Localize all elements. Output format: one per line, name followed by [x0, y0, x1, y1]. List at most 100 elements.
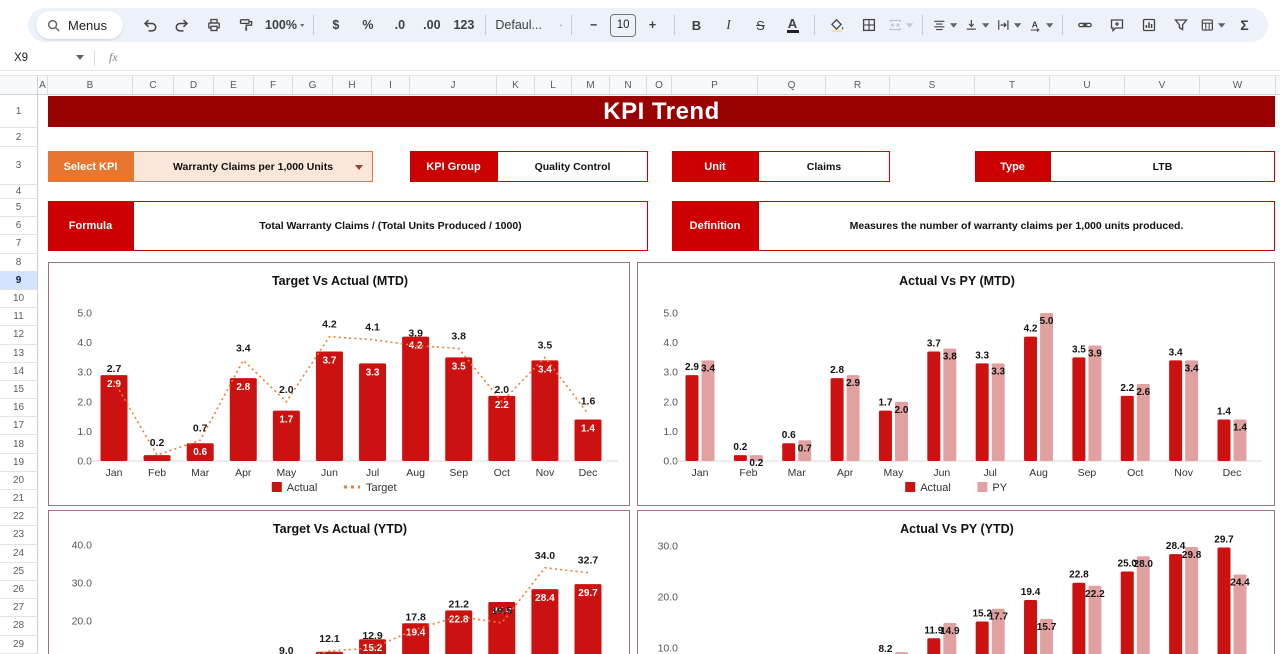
column-header-I[interactable]: I [372, 76, 410, 94]
row-header-27[interactable]: 27 [0, 599, 38, 618]
row-header-4[interactable]: 4 [0, 185, 38, 199]
column-header-Q[interactable]: Q [758, 76, 826, 94]
svg-text:40.0: 40.0 [72, 540, 93, 552]
undo-button[interactable] [134, 12, 165, 38]
decrease-decimal-button[interactable]: .0 [394, 18, 406, 32]
insert-chart-button[interactable] [1133, 12, 1164, 38]
chart-actual-vs-py-ytd[interactable]: Actual Vs PY (YTD)0.010.020.030.02.93.43… [637, 510, 1275, 654]
text-color-button[interactable]: A [777, 12, 808, 38]
row-header-12[interactable]: 12 [0, 326, 38, 345]
row-header-28[interactable]: 28 [0, 617, 38, 636]
row-header-20[interactable]: 20 [0, 471, 38, 490]
select-all-corner[interactable] [0, 76, 38, 94]
chart-actual-vs-py-mtd[interactable]: Actual Vs PY (MTD) 0.0 1.0 2.0 3.0 4.0 5.0 2.9 3… [637, 262, 1275, 506]
row-header-21[interactable]: 21 [0, 490, 38, 509]
column-header-A[interactable]: A [38, 76, 48, 94]
row-header-13[interactable]: 13 [0, 344, 38, 363]
increase-decimal-button[interactable]: .00 [423, 18, 441, 32]
print-button[interactable] [198, 12, 229, 38]
kpi-group-value[interactable]: Quality Control [497, 151, 648, 182]
row-header-7[interactable]: 7 [0, 235, 38, 254]
column-header-O[interactable]: O [647, 76, 672, 94]
menus-button[interactable]: Menus [36, 11, 124, 39]
bold-button[interactable]: B [691, 17, 702, 33]
definition-value[interactable]: Measures the number of warranty claims p… [758, 201, 1275, 251]
name-box[interactable]: X9 [14, 51, 29, 64]
format-percent-button[interactable]: % [362, 18, 374, 32]
fill-color-button[interactable] [821, 12, 852, 38]
row-header-24[interactable]: 24 [0, 544, 38, 563]
strikethrough-button[interactable]: S [756, 17, 765, 33]
unit-value[interactable]: Claims [758, 151, 890, 182]
kpi-select-dropdown[interactable]: Warranty Claims per 1,000 Units [133, 151, 373, 182]
table-button[interactable] [1197, 12, 1228, 38]
row-header-26[interactable]: 26 [0, 580, 38, 600]
functions-button[interactable]: Σ [1240, 17, 1249, 33]
column-header-K[interactable]: K [497, 76, 535, 94]
chart-target-vs-actual-mtd[interactable]: Target Vs Actual (MTD) 0.0 1.0 2.0 3.0 4.0 5.0… [48, 262, 630, 506]
row-header-15[interactable]: 15 [0, 380, 38, 400]
row-header-25[interactable]: 25 [0, 562, 38, 581]
vertical-align-button[interactable] [961, 12, 992, 38]
font-select[interactable]: Defaul... [492, 12, 565, 38]
column-header-U[interactable]: U [1050, 76, 1125, 94]
text-rotation-button[interactable]: A [1025, 12, 1056, 38]
decrease-font-size-button[interactable]: − [590, 18, 598, 32]
format-currency-button[interactable]: $ [332, 18, 340, 32]
row-header-1[interactable]: 1 [0, 95, 38, 128]
column-header-L[interactable]: L [535, 76, 572, 94]
row-header-23[interactable]: 23 [0, 526, 38, 545]
row-header-5[interactable]: 5 [0, 199, 38, 218]
text-wrap-button[interactable] [993, 12, 1024, 38]
column-header-T[interactable]: T [975, 76, 1050, 94]
column-header-M[interactable]: M [572, 76, 610, 94]
column-header-G[interactable]: G [293, 76, 333, 94]
column-header-J[interactable]: J [410, 76, 497, 94]
row-header-22[interactable]: 22 [0, 508, 38, 527]
formula-input[interactable] [118, 45, 1280, 70]
chart-target-vs-actual-ytd[interactable]: Target Vs Actual (YTD)0.010.020.030.040.… [48, 510, 630, 654]
column-header-E[interactable]: E [214, 76, 254, 94]
column-header-P[interactable]: P [672, 76, 758, 94]
font-size-input[interactable]: 10 [610, 13, 636, 37]
row-header-6[interactable]: 6 [0, 217, 38, 236]
paint-format-button[interactable] [230, 12, 261, 38]
redo-button[interactable] [166, 12, 197, 38]
more-formats-button[interactable]: 123 [453, 18, 475, 32]
row-header-16[interactable]: 16 [0, 399, 38, 418]
horizontal-align-button[interactable] [929, 12, 960, 38]
row-header-18[interactable]: 18 [0, 435, 38, 454]
row-header-14[interactable]: 14 [0, 362, 38, 381]
column-header-W[interactable]: W [1200, 76, 1276, 94]
row-header-19[interactable]: 19 [0, 453, 38, 472]
italic-button[interactable]: I [726, 17, 731, 32]
create-filter-button[interactable] [1165, 12, 1196, 38]
column-header-R[interactable]: R [826, 76, 890, 94]
formula-value[interactable]: Total Warranty Claims / (Total Units Pro… [133, 201, 648, 251]
row-header-9[interactable]: 9 [0, 271, 38, 290]
column-header-S[interactable]: S [890, 76, 975, 94]
column-header-N[interactable]: N [610, 76, 647, 94]
column-header-D[interactable]: D [174, 76, 214, 94]
merge-cells-button[interactable] [885, 12, 916, 38]
column-header-C[interactable]: C [133, 76, 174, 94]
name-box-chevron-icon[interactable] [76, 55, 84, 60]
column-header-V[interactable]: V [1125, 76, 1200, 94]
borders-button[interactable] [853, 12, 884, 38]
insert-link-button[interactable] [1069, 12, 1100, 38]
row-header-2[interactable]: 2 [0, 128, 38, 147]
row-header-10[interactable]: 10 [0, 289, 38, 309]
row-header-3[interactable]: 3 [0, 147, 38, 185]
row-header-29[interactable]: 29 [0, 635, 38, 654]
increase-font-size-button[interactable]: + [648, 18, 657, 32]
column-header-H[interactable]: H [333, 76, 372, 94]
column-header-F[interactable]: F [254, 76, 293, 94]
type-value[interactable]: LTB [1050, 151, 1275, 182]
row-header-17[interactable]: 17 [0, 417, 38, 436]
row-header-11[interactable]: 11 [0, 308, 38, 327]
column-header-B[interactable]: B [48, 76, 133, 94]
zoom-select[interactable]: 100% [262, 12, 307, 38]
insert-comment-button[interactable] [1101, 12, 1132, 38]
paint-roller-icon [239, 19, 252, 31]
row-header-8[interactable]: 8 [0, 253, 38, 272]
